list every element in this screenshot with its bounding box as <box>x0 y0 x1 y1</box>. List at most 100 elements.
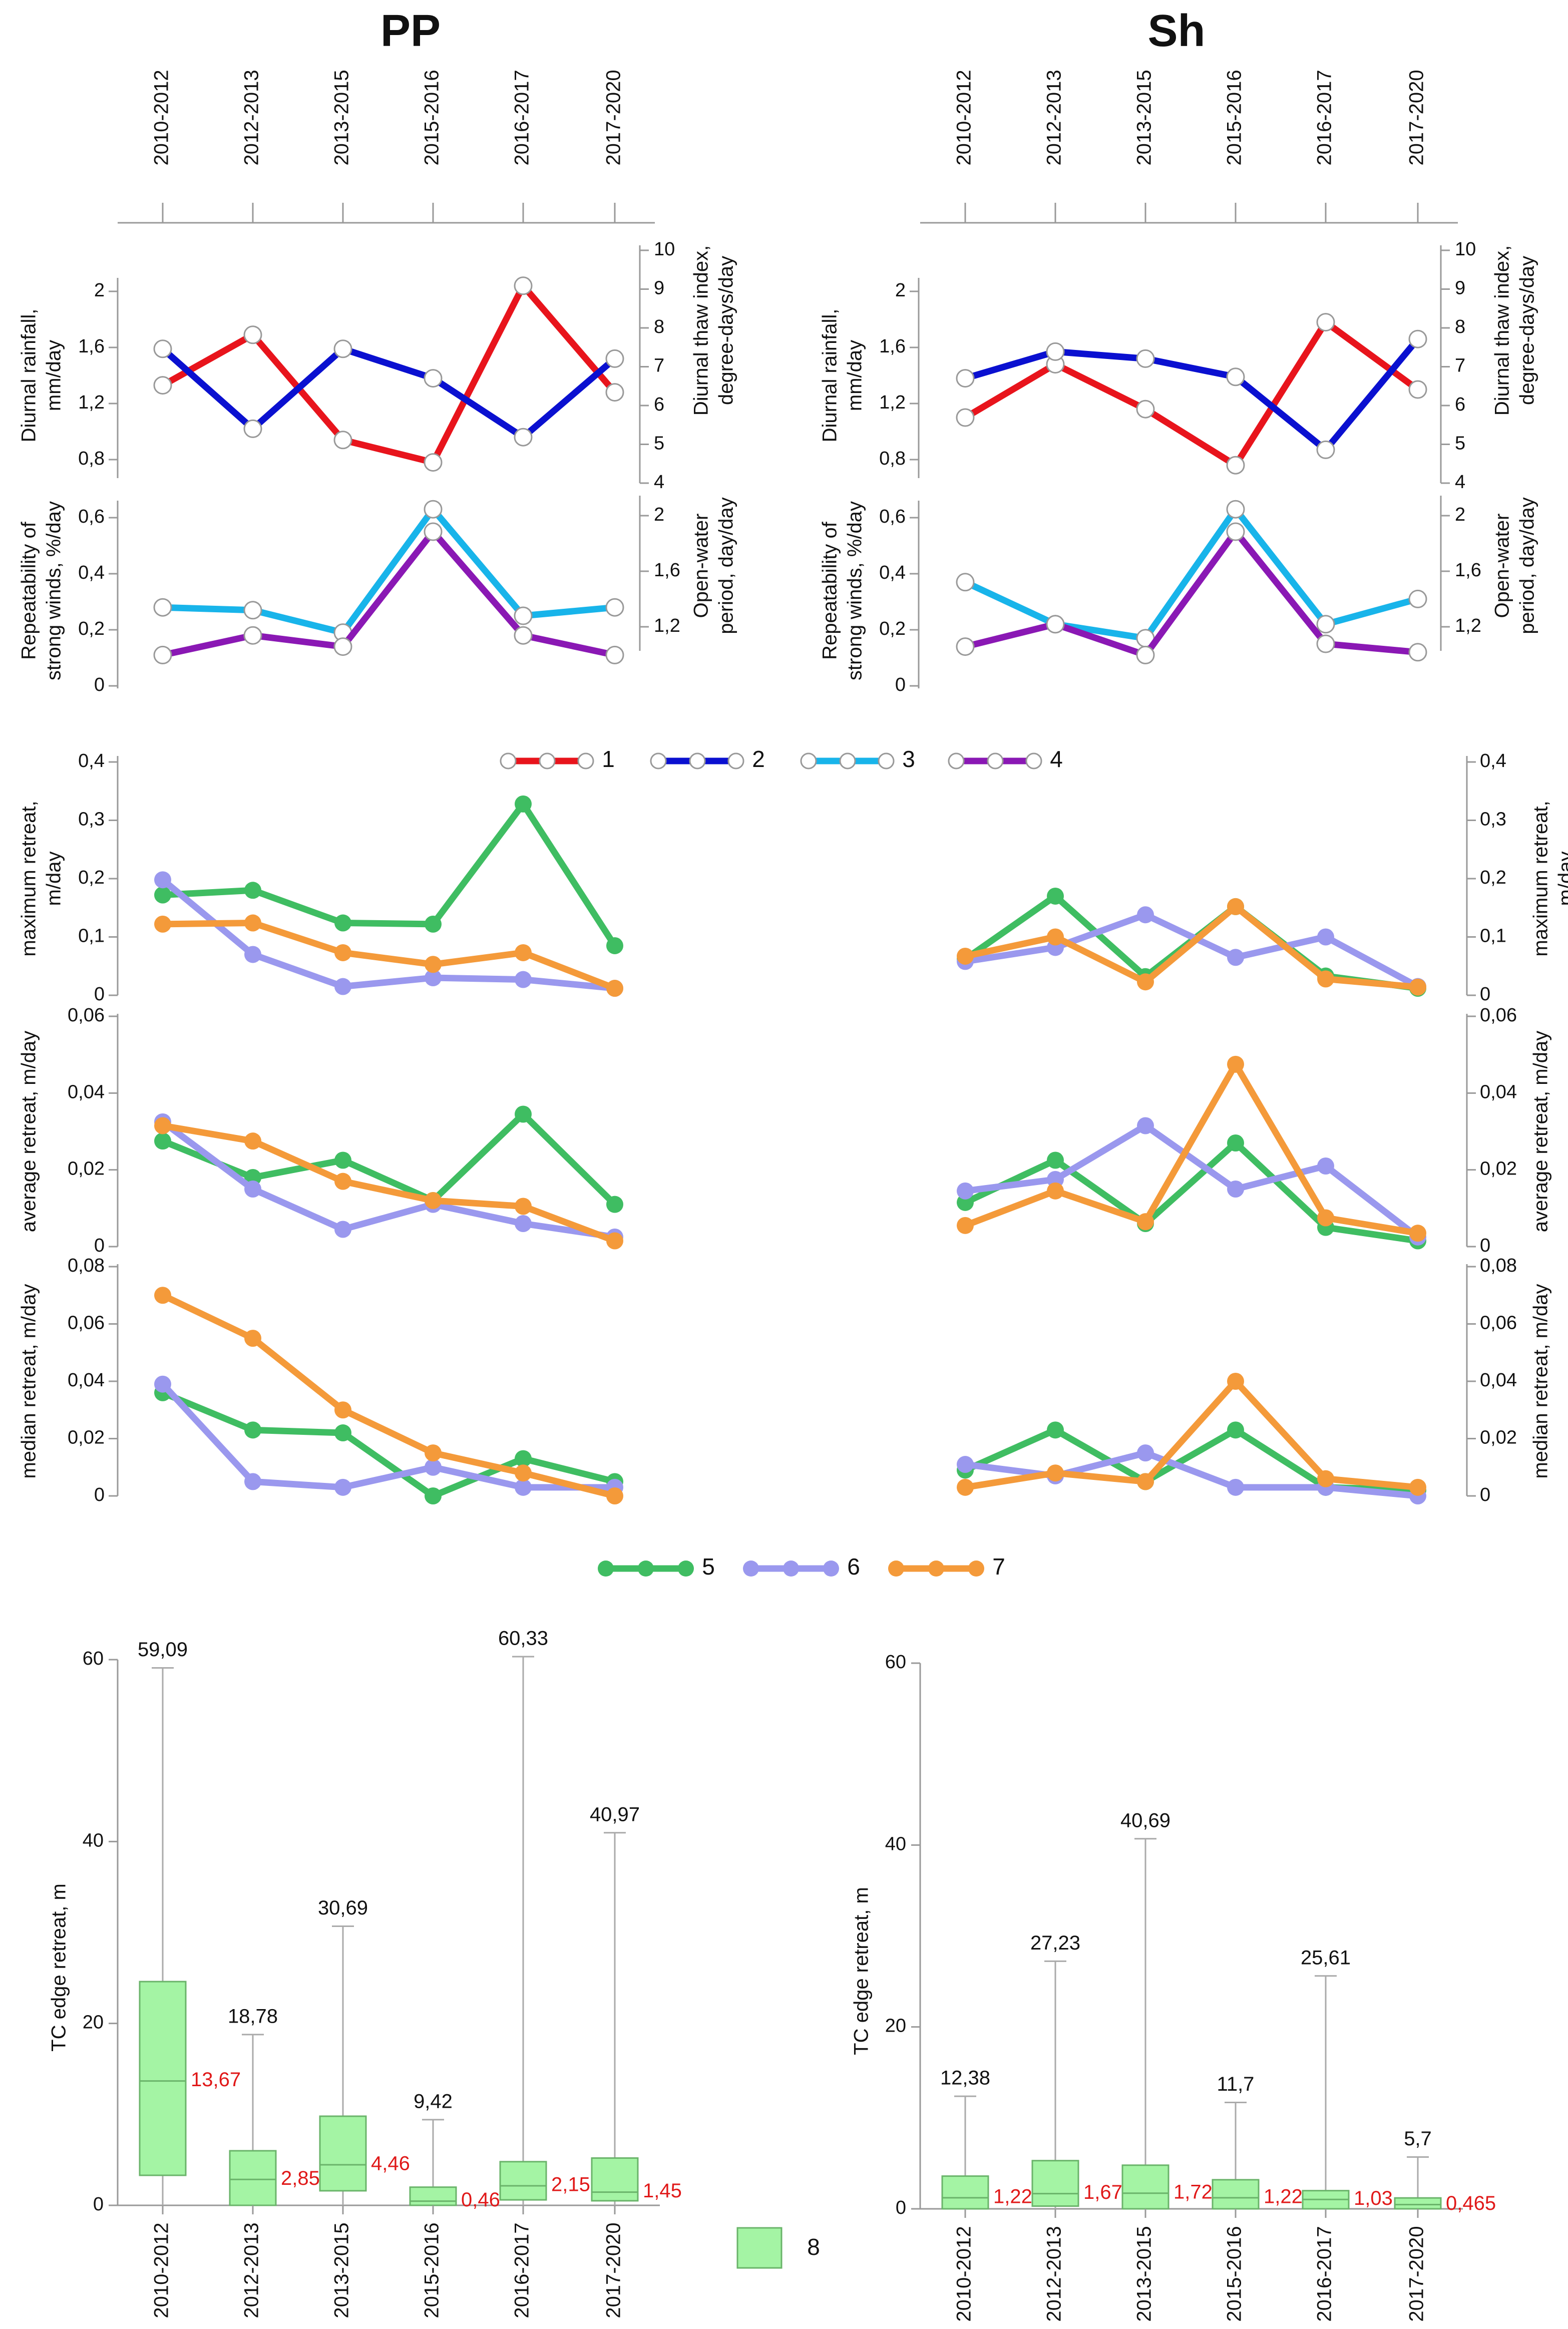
pp-max-tick-label: 0,4 <box>78 750 105 771</box>
pp-box-category-label: 2012-2013 <box>241 2222 263 2318</box>
pp-avg-point-series-5 <box>515 1105 532 1123</box>
sh-median-point-series-7 <box>1409 1478 1426 1496</box>
pp-avg-point-series-7 <box>244 1132 261 1150</box>
pp-top-category-label: 2017-2020 <box>603 70 625 165</box>
legend-climate-marker-4 <box>987 752 1004 769</box>
pp-median-point-series-5 <box>515 1450 532 1467</box>
pp-avg-point-series-7 <box>425 1192 442 1209</box>
legend-climate-marker-4 <box>1025 752 1042 769</box>
sh-top-category-label: 2015-2016 <box>1224 70 1246 165</box>
pp-line-series-3 <box>162 506 615 636</box>
sh-avg-point-series-7 <box>1227 1055 1244 1073</box>
pp-avg-point-series-5 <box>606 1196 623 1213</box>
pp-line-series-2 <box>160 345 617 441</box>
sh-avg-point-series-5 <box>1047 1151 1064 1169</box>
sh-point-series-3 <box>1316 615 1335 634</box>
sh-avg-tick-label: 0 <box>1480 1235 1490 1256</box>
sh-avg-tick-label: 0,02 <box>1480 1158 1517 1180</box>
sh-climate-top-right-ylabel: Diurnal thaw index, <box>1491 245 1513 416</box>
pp-median-point-series-6 <box>154 1375 171 1393</box>
pp-point-series-3 <box>153 598 172 617</box>
pp-max-tick-label: 0 <box>94 984 105 1005</box>
pp-avg-line-series-5 <box>161 1111 617 1207</box>
sh-point-series-1 <box>1408 380 1427 399</box>
pp-climate-bottom-right-ylabel: period, day/day <box>715 497 737 634</box>
sh-point-series-4 <box>1046 615 1065 634</box>
pp-avg-point-series-5 <box>334 1151 351 1169</box>
pp-max-ylabel: maximum retreat, <box>18 801 40 956</box>
pp-box-median-label: 2,15 <box>551 2174 590 2196</box>
sh-max-point-series-7 <box>1227 898 1244 915</box>
pp-avg-point-series-7 <box>515 1198 532 1215</box>
pp-avg-point-series-5 <box>154 1132 171 1150</box>
sh-box-median-label: 1,67 <box>1083 2181 1122 2203</box>
sh-point-series-2 <box>1136 349 1155 368</box>
pp-box <box>139 1981 187 2176</box>
pp-climate-bottom-left-tick-label: 0,4 <box>78 562 105 583</box>
sh-avg-point-series-6 <box>1137 1117 1154 1134</box>
pp-point-series-4 <box>243 626 262 645</box>
pp-climate-top-right-ylabel: Diurnal thaw index, <box>690 245 712 416</box>
legend-climate-marker-2 <box>689 752 706 769</box>
pp-climate-top-right-tick-label: 10 <box>654 239 675 260</box>
pp-avg-point-series-7 <box>154 1117 171 1134</box>
pp-point-series-3 <box>514 606 533 625</box>
pp-box-category-label: 2015-2016 <box>421 2222 443 2318</box>
pp-box <box>499 2161 547 2201</box>
pp-max-point-series-7 <box>154 915 171 933</box>
pp-median-point-series-5 <box>425 1487 442 1504</box>
pp-median-line-series-7 <box>161 1292 616 1499</box>
sh-median-point-series-7 <box>957 1478 974 1496</box>
pp-max-point-series-5 <box>515 795 532 813</box>
sh-avg-point-series-7 <box>1047 1182 1064 1200</box>
pp-climate-top-left-tick-label: 0,8 <box>78 448 105 469</box>
sh-climate-top-right-tick-label: 6 <box>1455 394 1465 415</box>
sh-avg-tick-label: 0,04 <box>1480 1081 1517 1102</box>
sh-max-point-series-7 <box>1047 928 1064 946</box>
sh-climate-bottom-right-tick-label: 2 <box>1455 504 1465 525</box>
pp-panel-title: PP <box>380 6 441 56</box>
sh-box-category-label: 2010-2012 <box>953 2226 975 2321</box>
pp-box-tick-label: 60 <box>83 1648 104 1669</box>
pp-climate-top-right-tick-label: 8 <box>654 316 664 337</box>
legend-climate-marker-1 <box>577 752 594 769</box>
pp-line-series-1 <box>161 282 617 466</box>
pp-climate-bottom-left-ylabel: Repeatability of <box>18 521 40 660</box>
legend-climate-marker-1 <box>539 752 556 769</box>
sh-top-category-label: 2010-2012 <box>953 70 975 165</box>
sh-box-ylabel: TC edge retreat, m <box>851 1887 873 2055</box>
legend-retreat-marker-5 <box>598 1561 614 1577</box>
legend-retreat-marker-5 <box>638 1561 654 1577</box>
sh-median-tick-label: 0 <box>1480 1484 1490 1505</box>
legend-box-label: 8 <box>807 2234 820 2260</box>
sh-median-point-series-6 <box>1137 1444 1154 1462</box>
pp-point-series-1 <box>424 453 443 472</box>
sh-climate-top-right-tick-label: 9 <box>1455 278 1465 299</box>
sh-avg-point-series-7 <box>957 1217 974 1234</box>
sh-point-series-4 <box>1316 634 1335 653</box>
pp-max-tick-label: 0,2 <box>78 867 105 888</box>
pp-median-point-series-5 <box>244 1421 261 1439</box>
sh-box <box>1394 2197 1442 2210</box>
sh-climate-bottom-right-ylabel: period, day/day <box>1516 497 1538 634</box>
sh-climate-bottom-right-ylabel: Open-water <box>1491 514 1513 618</box>
sh-climate-bottom-left-ylabel: Repeatability of <box>819 521 841 660</box>
legend-climate-label-1: 1 <box>602 746 615 772</box>
pp-avg-tick-label: 0,04 <box>68 1081 105 1102</box>
pp-top-category-label: 2010-2012 <box>151 70 173 165</box>
pp-climate-bottom-right-tick-label: 1,2 <box>654 615 680 636</box>
pp-box-tick-label: 0 <box>93 2194 104 2215</box>
sh-point-series-1 <box>1226 456 1245 475</box>
pp-climate-top-left-tick-label: 1,6 <box>78 336 105 357</box>
sh-climate-top-right-tick-label: 4 <box>1455 472 1465 493</box>
pp-median-tick-label: 0 <box>94 1484 105 1505</box>
legend-climate-label-4: 4 <box>1050 746 1063 772</box>
pp-box-max-label: 30,69 <box>318 1897 368 1919</box>
pp-median-point-series-7 <box>425 1444 442 1462</box>
pp-top-category-label: 2012-2013 <box>241 70 263 165</box>
sh-median-point-series-6 <box>1227 1478 1244 1496</box>
sh-climate-top-right-tick-label: 7 <box>1455 355 1465 376</box>
sh-max-ylabel: maximum retreat, <box>1530 801 1552 956</box>
sh-max-tick-label: 0 <box>1480 984 1490 1005</box>
pp-max-point-series-5 <box>244 882 261 899</box>
